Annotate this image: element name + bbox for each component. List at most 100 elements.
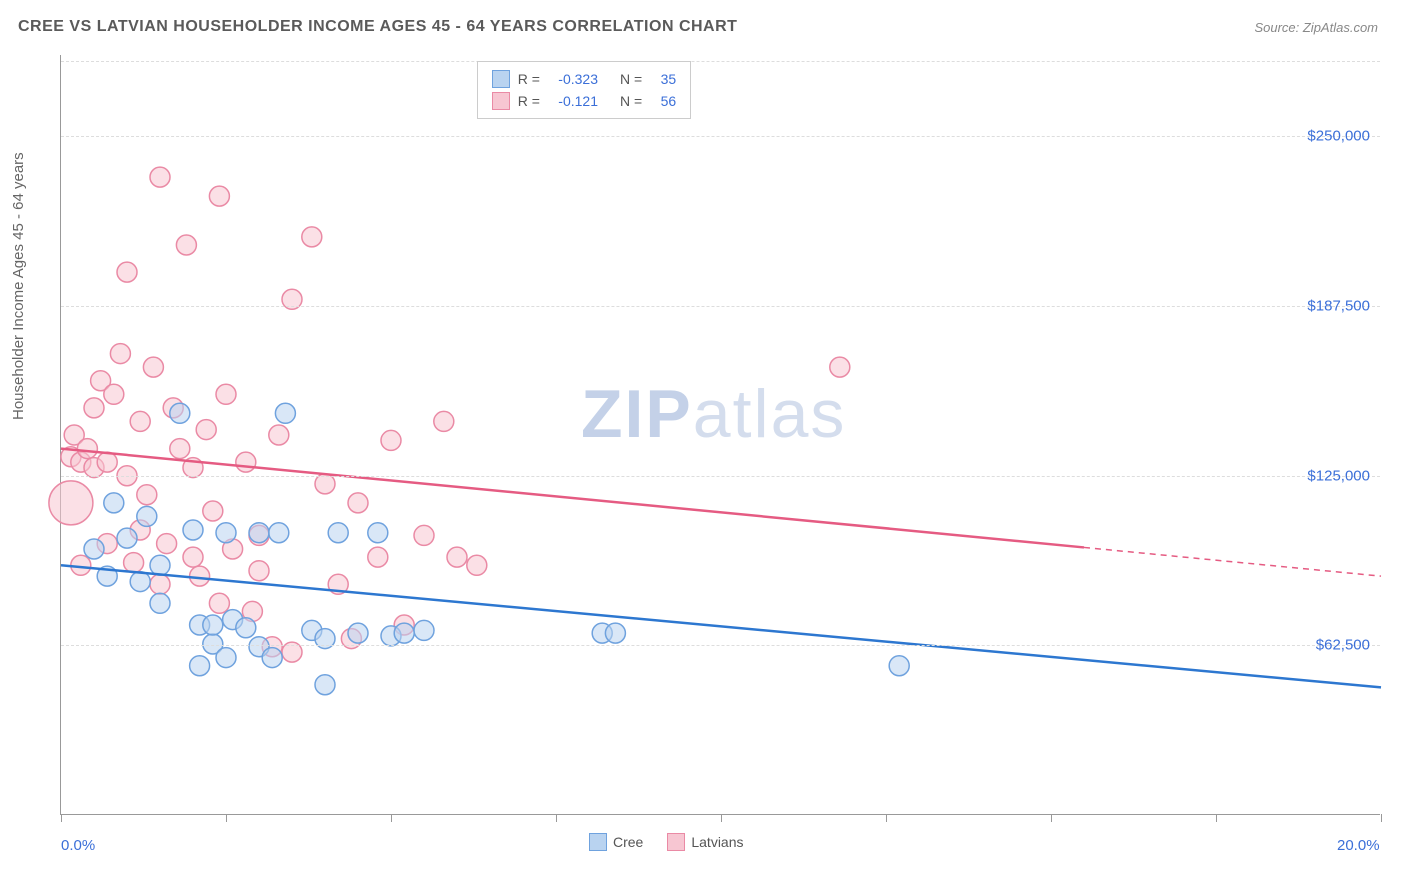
data-point xyxy=(203,615,223,635)
data-point xyxy=(150,167,170,187)
gridline xyxy=(61,306,1380,307)
x-tick xyxy=(1051,814,1052,822)
data-point xyxy=(150,593,170,613)
data-point xyxy=(269,523,289,543)
data-point xyxy=(605,623,625,643)
data-point xyxy=(190,566,210,586)
x-tick xyxy=(226,814,227,822)
y-tick-label: $187,500 xyxy=(1307,298,1370,315)
data-point xyxy=(170,439,190,459)
y-tick-label: $250,000 xyxy=(1307,128,1370,145)
data-point xyxy=(157,534,177,554)
gridline xyxy=(61,61,1380,62)
data-point xyxy=(381,430,401,450)
data-point xyxy=(143,357,163,377)
chart-title: CREE VS LATVIAN HOUSEHOLDER INCOME AGES … xyxy=(18,18,737,36)
x-tick-label: 20.0% xyxy=(1337,837,1380,854)
data-point xyxy=(104,384,124,404)
data-point xyxy=(150,555,170,575)
source-label: Source: ZipAtlas.com xyxy=(1254,20,1378,35)
data-point xyxy=(236,618,256,638)
data-point xyxy=(262,648,282,668)
data-point xyxy=(467,555,487,575)
legend-correlation: R = -0.323 N = 35 R = -0.121 N = 56 xyxy=(477,61,691,119)
legend-swatch xyxy=(492,92,510,110)
data-point xyxy=(434,411,454,431)
data-point xyxy=(97,452,117,472)
x-tick xyxy=(886,814,887,822)
chart-svg xyxy=(61,55,1380,814)
data-point xyxy=(889,656,909,676)
plot-area: ZIPatlas $62,500$125,000$187,500$250,000… xyxy=(60,55,1380,815)
x-tick xyxy=(721,814,722,822)
data-point xyxy=(117,528,137,548)
data-point xyxy=(315,474,335,494)
data-point xyxy=(414,620,434,640)
data-point xyxy=(183,520,203,540)
data-point xyxy=(209,593,229,613)
data-point xyxy=(236,452,256,472)
data-point xyxy=(368,547,388,567)
legend-row: R = -0.121 N = 56 xyxy=(492,90,676,112)
x-tick xyxy=(556,814,557,822)
data-point xyxy=(124,553,144,573)
legend-r-label: R = xyxy=(518,71,540,87)
data-point xyxy=(275,403,295,423)
data-point xyxy=(137,506,157,526)
gridline xyxy=(61,645,1380,646)
regression-line xyxy=(61,565,1381,687)
data-point xyxy=(216,523,236,543)
data-point xyxy=(196,420,216,440)
data-point xyxy=(348,493,368,513)
legend-row: R = -0.323 N = 35 xyxy=(492,68,676,90)
legend-swatch xyxy=(492,70,510,88)
data-point xyxy=(394,623,414,643)
data-point xyxy=(203,501,223,521)
legend-item-label: Cree xyxy=(613,834,643,850)
data-point xyxy=(249,523,269,543)
data-point xyxy=(84,398,104,418)
legend-n-value: 35 xyxy=(650,71,676,87)
data-point xyxy=(302,227,322,247)
legend-n-value: 56 xyxy=(650,93,676,109)
gridline xyxy=(61,136,1380,137)
legend-item: Latvians xyxy=(667,833,743,851)
data-point xyxy=(447,547,467,567)
y-axis-label: Householder Income Ages 45 - 64 years xyxy=(10,152,27,420)
gridline xyxy=(61,476,1380,477)
data-point xyxy=(183,547,203,567)
data-point xyxy=(209,186,229,206)
legend-r-value: -0.121 xyxy=(548,93,598,109)
data-point xyxy=(49,481,93,525)
x-tick xyxy=(1381,814,1382,822)
data-point xyxy=(110,344,130,364)
data-point xyxy=(170,403,190,423)
legend-n-label: N = xyxy=(620,93,642,109)
regression-line xyxy=(1084,547,1381,576)
data-point xyxy=(368,523,388,543)
legend-item: Cree xyxy=(589,833,643,851)
data-point xyxy=(216,384,236,404)
data-point xyxy=(830,357,850,377)
x-tick xyxy=(1216,814,1217,822)
legend-n-label: N = xyxy=(620,71,642,87)
data-point xyxy=(414,525,434,545)
data-point xyxy=(84,539,104,559)
data-point xyxy=(77,439,97,459)
data-point xyxy=(130,411,150,431)
legend-item-label: Latvians xyxy=(691,834,743,850)
x-tick-label: 0.0% xyxy=(61,837,95,854)
data-point xyxy=(150,574,170,594)
data-point xyxy=(137,485,157,505)
regression-line xyxy=(61,449,1084,548)
y-tick-label: $62,500 xyxy=(1316,637,1370,654)
legend-r-label: R = xyxy=(518,93,540,109)
legend-r-value: -0.323 xyxy=(548,71,598,87)
legend-swatch xyxy=(667,833,685,851)
data-point xyxy=(328,523,348,543)
data-point xyxy=(190,656,210,676)
data-point xyxy=(269,425,289,445)
data-point xyxy=(176,235,196,255)
x-tick xyxy=(391,814,392,822)
data-point xyxy=(130,572,150,592)
